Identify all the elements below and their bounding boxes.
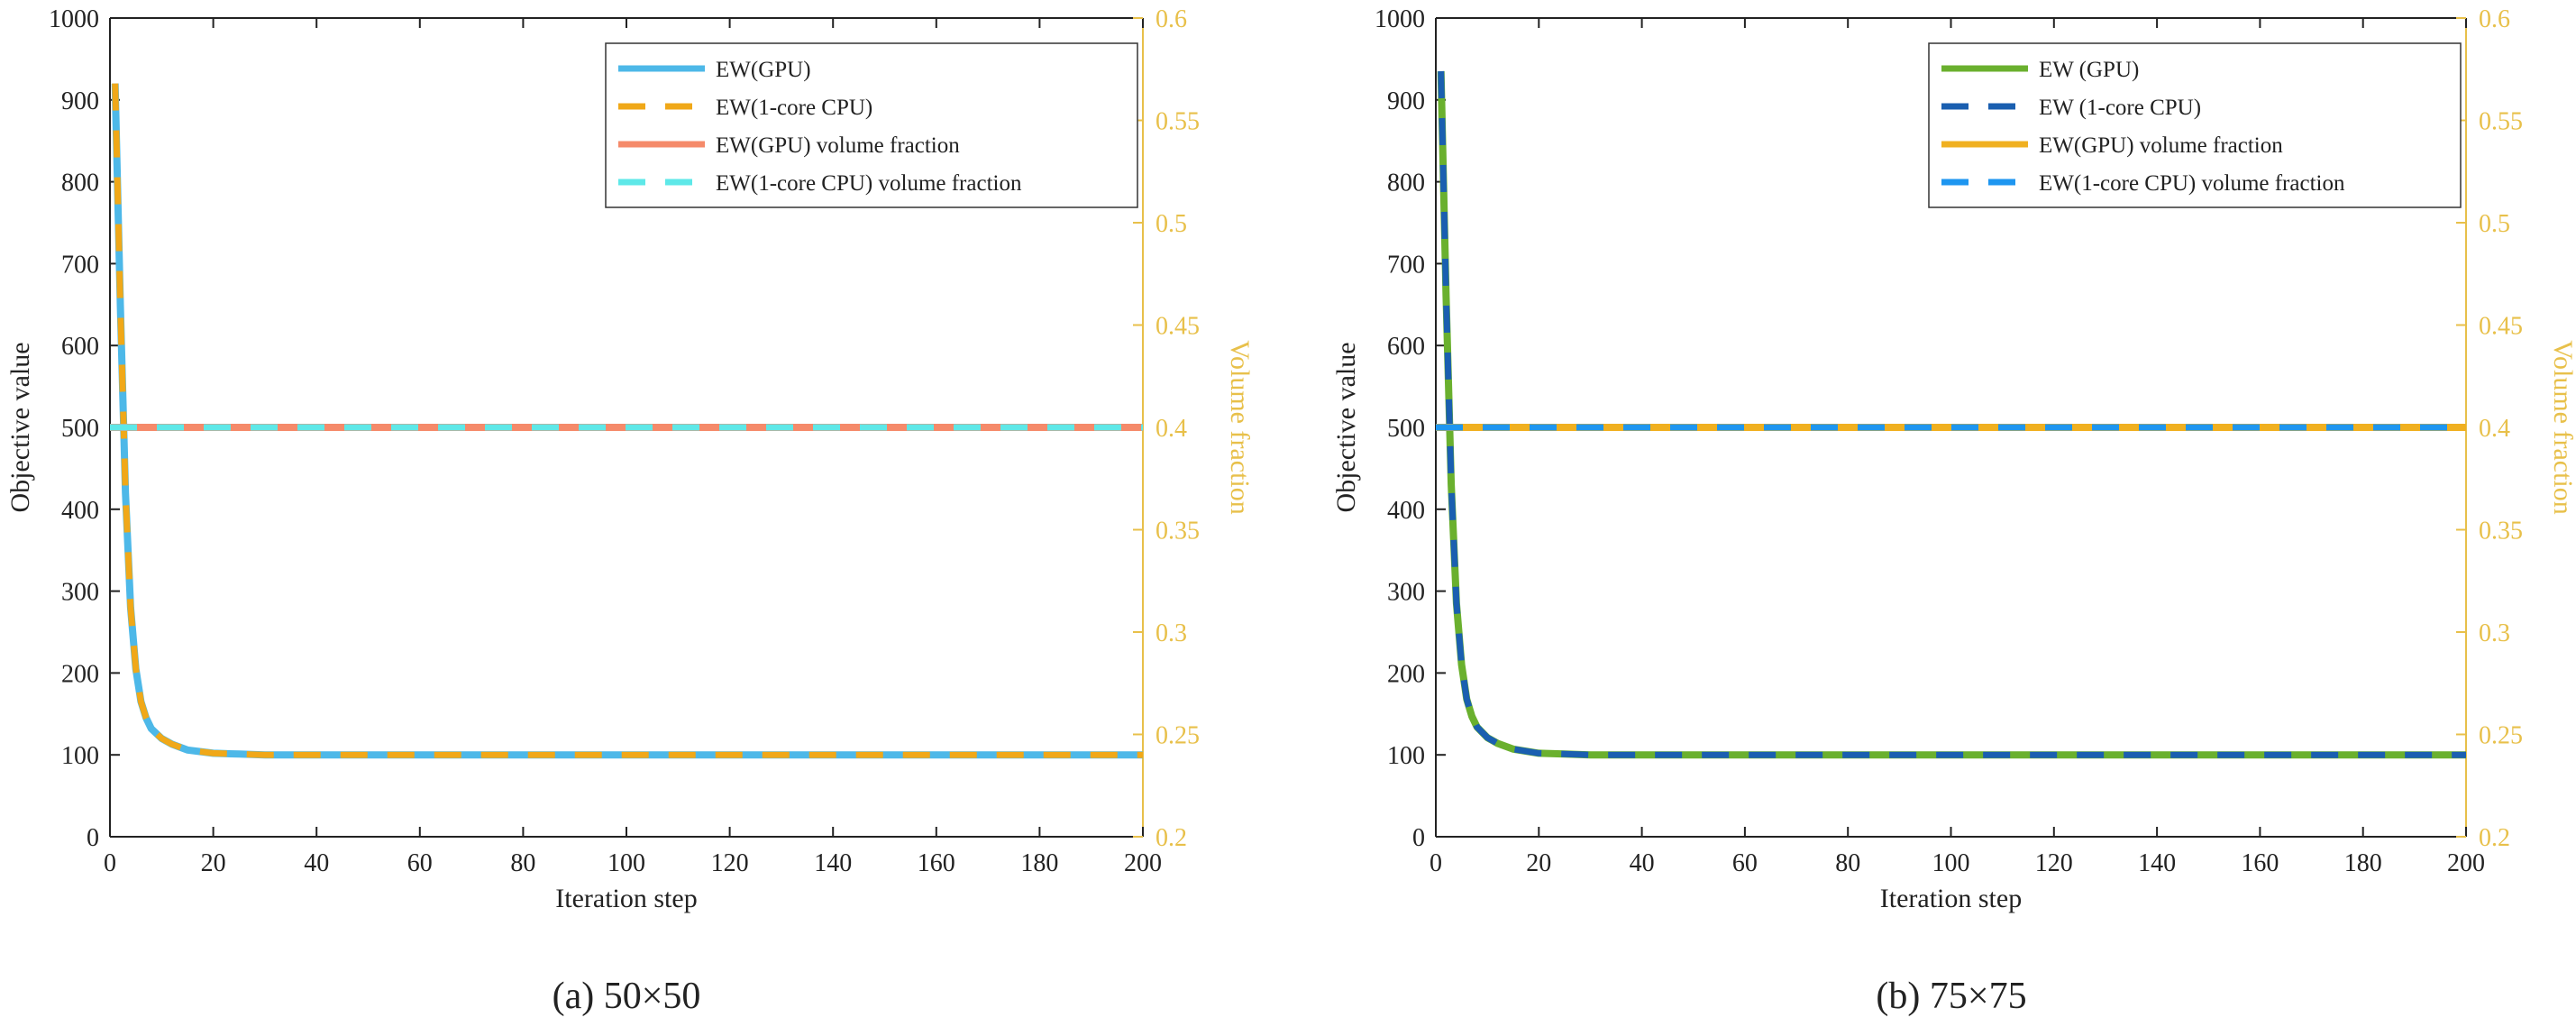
- x-tick-label: 40: [1630, 849, 1655, 877]
- y2-tick-label: 0.45: [2479, 313, 2523, 341]
- y-tick-label: 400: [61, 497, 99, 525]
- y-tick-label: 0: [1412, 824, 1425, 852]
- y2-tick-label: 0.4: [2479, 415, 2510, 443]
- y2-tick-label: 0.35: [1156, 518, 1200, 546]
- y-tick-label: 100: [1387, 742, 1425, 770]
- x-tick-label: 180: [1020, 849, 1058, 877]
- y2-tick-label: 0.4: [1156, 415, 1187, 443]
- y-tick-label: 1000: [49, 5, 99, 33]
- y-tick-label: 900: [61, 87, 99, 115]
- y-tick-label: 300: [1387, 579, 1425, 607]
- x-tick-label: 80: [510, 849, 535, 877]
- y-tick-label: 1000: [1375, 5, 1425, 33]
- legend-label: EW(GPU) volume fraction: [2039, 133, 2283, 158]
- x-axis-label: Iteration step: [555, 884, 697, 913]
- y-tick-label: 800: [1387, 170, 1425, 197]
- x-tick-label: 60: [1732, 849, 1758, 877]
- y2-tick-label: 0.55: [1156, 108, 1200, 136]
- legend-label: EW(1-core CPU) volume fraction: [2039, 171, 2345, 196]
- x-tick-label: 120: [2035, 849, 2073, 877]
- chart-caption: (b) 75×75: [1876, 976, 2026, 1017]
- x-tick-label: 160: [918, 849, 955, 877]
- legend-label: EW(GPU) volume fraction: [716, 133, 960, 158]
- chart-0: 0 20 40 60 80 100 120 140 160 180 200 0 100 200 300 400…: [5, 5, 1255, 1017]
- y-tick-label: 0: [87, 824, 99, 852]
- y-tick-label: 900: [1387, 87, 1425, 115]
- legend-label: EW (GPU): [2039, 58, 2139, 82]
- y-tick-label: 600: [61, 333, 99, 361]
- y-tick-label: 100: [61, 742, 99, 770]
- legend-label: EW(1-core CPU) volume fraction: [716, 171, 1022, 196]
- y2-tick-label: 0.2: [1156, 824, 1187, 852]
- y-tick-label: 600: [1387, 333, 1425, 361]
- x-tick-label: 80: [1835, 849, 1860, 877]
- y-tick-label: 500: [61, 415, 99, 443]
- x-tick-label: 0: [104, 849, 116, 877]
- y2-axis-label: Volume fraction: [2548, 340, 2576, 515]
- y2-tick-label: 0.6: [2479, 5, 2510, 33]
- y-tick-label: 700: [61, 251, 99, 279]
- x-tick-label: 140: [814, 849, 852, 877]
- y2-tick-label: 0.5: [1156, 210, 1187, 238]
- y2-tick-label: 0.55: [2479, 108, 2523, 136]
- x-tick-label: 200: [2447, 849, 2485, 877]
- y2-tick-label: 0.3: [1156, 619, 1187, 647]
- y2-tick-label: 0.25: [1156, 722, 1200, 750]
- y2-tick-label: 0.35: [2479, 518, 2523, 546]
- y-tick-label: 200: [1387, 660, 1425, 688]
- x-tick-label: 120: [711, 849, 749, 877]
- legend-label: EW(1-core CPU): [716, 96, 872, 120]
- x-tick-label: 40: [304, 849, 329, 877]
- y2-tick-label: 0.25: [2479, 722, 2523, 750]
- y2-tick-label: 0.5: [2479, 210, 2510, 238]
- y-tick-label: 800: [61, 170, 99, 197]
- legend-label: EW (1-core CPU): [2039, 96, 2201, 120]
- x-tick-label: 180: [2344, 849, 2382, 877]
- x-tick-label: 60: [407, 849, 433, 877]
- y2-tick-label: 0.2: [2479, 824, 2510, 852]
- series-line-1: [1438, 70, 2466, 758]
- x-axis-label: Iteration step: [1880, 884, 2022, 913]
- x-tick-label: 0: [1430, 849, 1442, 877]
- x-tick-label: 140: [2138, 849, 2176, 877]
- y-tick-label: 500: [1387, 415, 1425, 443]
- chart-caption: (a) 50×50: [553, 976, 701, 1017]
- chart-1: 0 20 40 60 80 100 120 140 160 180 200 0 100 200 300 400…: [1331, 5, 2576, 1017]
- y-tick-label: 400: [1387, 497, 1425, 525]
- y2-tick-label: 0.3: [2479, 619, 2510, 647]
- y-tick-label: 200: [61, 660, 99, 688]
- x-tick-label: 100: [607, 849, 645, 877]
- y2-tick-label: 0.6: [1156, 5, 1187, 33]
- x-tick-label: 160: [2241, 849, 2279, 877]
- y2-axis-label: Volume fraction: [1225, 340, 1255, 515]
- y-axis-label: Objective value: [5, 342, 35, 512]
- legend: EW (GPU) EW (1-core CPU) EW(GPU) volume fr…: [1928, 42, 2462, 208]
- series-line-1: [112, 83, 1143, 758]
- y2-tick-label: 0.45: [1156, 313, 1200, 341]
- x-tick-label: 100: [1932, 849, 1970, 877]
- y-axis-label: Objective value: [1331, 342, 1361, 512]
- x-tick-label: 20: [1526, 849, 1551, 877]
- y-tick-label: 300: [61, 579, 99, 607]
- legend: EW(GPU) EW(1-core CPU) EW(GPU) volume frac…: [605, 42, 1138, 208]
- legend-label: EW(GPU): [716, 58, 811, 82]
- x-tick-label: 20: [201, 849, 226, 877]
- y-tick-label: 700: [1387, 251, 1425, 279]
- x-tick-label: 200: [1124, 849, 1162, 877]
